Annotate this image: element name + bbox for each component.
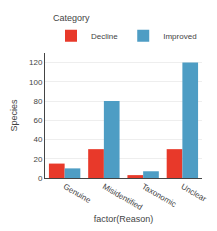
- svg-text:Taxonomic: Taxonomic: [140, 182, 178, 209]
- svg-text:Unclear: Unclear: [179, 182, 208, 204]
- svg-text:0: 0: [38, 174, 43, 183]
- svg-text:Misidentified: Misidentified: [101, 182, 144, 212]
- svg-text:100: 100: [29, 78, 43, 87]
- svg-text:120: 120: [29, 58, 43, 67]
- svg-text:Decline: Decline: [91, 32, 118, 41]
- svg-text:Improved: Improved: [163, 32, 196, 41]
- svg-text:20: 20: [33, 155, 42, 164]
- svg-text:60: 60: [33, 116, 42, 125]
- svg-text:Category: Category: [53, 13, 90, 23]
- svg-text:40: 40: [33, 135, 42, 144]
- svg-text:factor(Reason): factor(Reason): [94, 214, 154, 224]
- svg-text:80: 80: [33, 97, 42, 106]
- svg-text:Genuine: Genuine: [62, 182, 93, 205]
- svg-text:Species: Species: [9, 99, 19, 132]
